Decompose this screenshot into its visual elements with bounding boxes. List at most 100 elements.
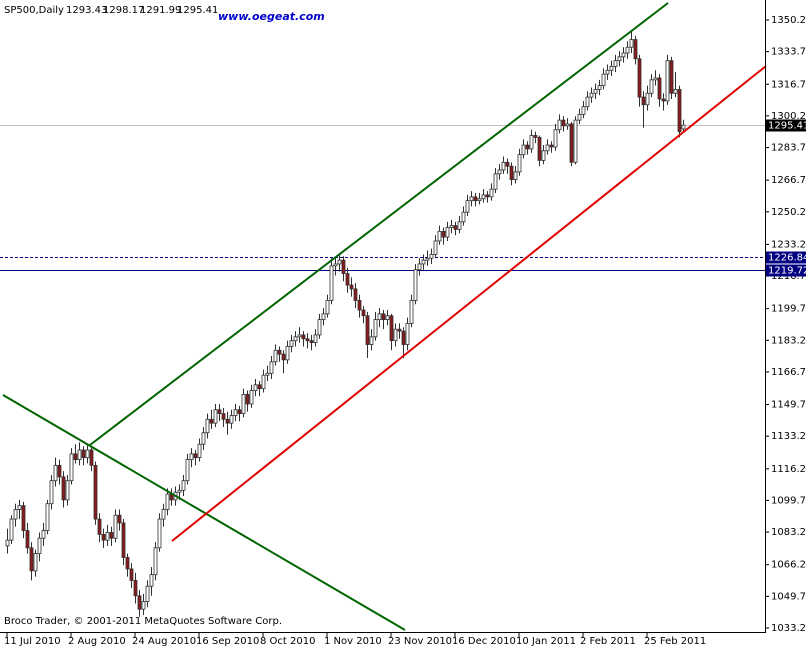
- x-tick-label: 11 Jul 2010: [4, 636, 61, 647]
- candle-body: [65, 480, 70, 501]
- candle-body: [265, 372, 270, 376]
- candle-body: [13, 509, 18, 520]
- candle-body: [389, 315, 394, 342]
- price-label-bg: [766, 264, 806, 277]
- candle-body: [629, 39, 634, 48]
- candle-body: [585, 96, 590, 108]
- candle-body: [17, 505, 22, 510]
- candle-body: [293, 336, 298, 342]
- candle-body: [345, 273, 350, 286]
- header-close: 1295.41: [177, 5, 218, 16]
- candle-body: [641, 96, 646, 106]
- candle-body: [501, 161, 506, 171]
- candle-body: [613, 60, 618, 67]
- candle-body: [417, 263, 422, 271]
- bid-label: 1295.41: [768, 121, 806, 132]
- candle-body: [493, 173, 498, 190]
- candle-body: [537, 136, 542, 161]
- x-tick-label: 10 Jan 2011: [516, 636, 576, 647]
- candle-body: [381, 313, 386, 320]
- candle-body: [5, 539, 10, 547]
- candle-body: [545, 144, 550, 152]
- candle-body: [449, 225, 454, 228]
- candle-body: [57, 464, 62, 478]
- candle-body: [513, 171, 518, 180]
- y-tick-label: 1149.70: [771, 400, 806, 411]
- header-open: 1293.43: [66, 5, 107, 16]
- x-tick-label: 2 Aug 2010: [68, 636, 126, 647]
- candle-body: [269, 361, 274, 374]
- candle-body: [509, 165, 514, 180]
- trend-line: [89, 2, 669, 446]
- candle-body: [69, 453, 74, 482]
- candle-body: [397, 328, 402, 332]
- candle-body: [153, 547, 158, 576]
- candle-body: [189, 453, 194, 461]
- y-tick-label: 1266.70: [771, 175, 806, 186]
- y-tick-label: 1049.70: [771, 591, 806, 602]
- candle-body: [333, 263, 338, 267]
- candle-body: [661, 98, 666, 102]
- y-tick-label: 1250.20: [771, 207, 806, 218]
- candle-body: [205, 418, 210, 434]
- candle-body: [365, 315, 370, 345]
- candle-body: [353, 288, 358, 301]
- candle-body: [21, 505, 26, 531]
- candle-body: [601, 73, 606, 86]
- chart-title: SP500,Daily: [4, 5, 64, 16]
- candle-body: [149, 574, 154, 587]
- candle-body: [289, 340, 294, 347]
- candle-body: [605, 69, 610, 75]
- y-tick-label: 1166.70: [771, 367, 806, 378]
- candle-body: [249, 390, 254, 405]
- candle-body: [645, 92, 650, 106]
- candle-body: [465, 200, 470, 213]
- candle-body: [649, 79, 654, 94]
- candle-body: [349, 284, 354, 290]
- candle-body: [41, 530, 46, 539]
- candle-body: [665, 60, 670, 102]
- candle-body: [413, 269, 418, 301]
- candle-body: [357, 300, 362, 311]
- candle-body: [373, 319, 378, 338]
- y-tick-label: 1233.20: [771, 239, 806, 250]
- candle-body: [245, 393, 250, 405]
- candle-body: [93, 464, 98, 520]
- y-tick-label: 1350.20: [771, 15, 806, 26]
- candle-body: [557, 119, 562, 131]
- candle-body: [569, 123, 574, 163]
- candle-body: [517, 154, 522, 173]
- candle-body: [117, 514, 122, 524]
- candle-body: [313, 334, 318, 344]
- candle-body: [441, 230, 446, 238]
- candle-body: [305, 338, 310, 342]
- candle-body: [425, 257, 430, 261]
- candle-body: [85, 449, 90, 459]
- candle-body: [617, 56, 622, 62]
- candle-body: [309, 340, 314, 344]
- trend-line: [171, 65, 767, 542]
- candle-body: [261, 374, 266, 390]
- candle-body: [433, 240, 438, 255]
- candle-body: [177, 489, 182, 493]
- candle-body: [393, 328, 398, 342]
- candle-body: [37, 537, 42, 554]
- watermark: www.oegeat.com: [218, 10, 325, 23]
- candle-body: [549, 144, 554, 148]
- candle-body: [653, 77, 658, 81]
- candle-body: [581, 106, 586, 115]
- candle-body: [489, 188, 494, 198]
- candle-body: [285, 346, 290, 361]
- candle-body: [81, 449, 86, 459]
- candle-body: [529, 135, 534, 150]
- candle-body: [221, 413, 226, 420]
- candle-body: [185, 459, 190, 482]
- y-tick-label: 1199.70: [771, 304, 806, 315]
- candle-body: [29, 547, 34, 572]
- candle-body: [329, 265, 334, 301]
- candle-body: [317, 319, 322, 336]
- candle-body: [541, 150, 546, 161]
- candle-body: [213, 409, 218, 424]
- header-high: 1298.17: [103, 5, 144, 16]
- candle-body: [297, 334, 302, 338]
